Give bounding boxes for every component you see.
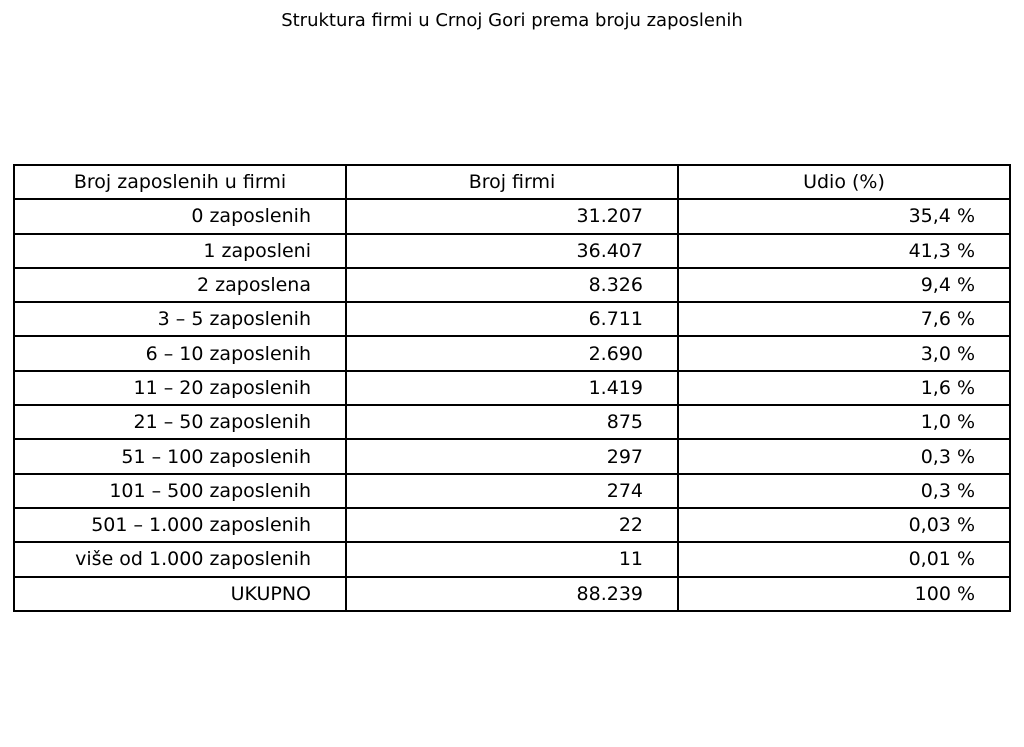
share-cell: 0,01 % — [677, 541, 1011, 578]
firm-count-cell: 875 — [345, 404, 679, 441]
employees-range-cell: više od 1.000 zaposlenih — [13, 541, 347, 578]
total-firm-count-cell: 88.239 — [345, 575, 679, 612]
share-cell: 1,0 % — [677, 404, 1011, 441]
firm-count-cell: 274 — [345, 472, 679, 509]
employees-range-cell: 0 zaposlenih — [13, 198, 347, 235]
employees-range-cell: 2 zaposlena — [13, 266, 347, 304]
firm-count-cell: 2.690 — [345, 335, 679, 372]
employees-range-cell: 6 – 10 zaposlenih — [13, 335, 347, 372]
share-cell: 1,6 % — [677, 369, 1011, 407]
share-cell: 41,3 % — [677, 232, 1011, 269]
share-cell: 35,4 % — [677, 198, 1011, 235]
table-row: 6 – 10 zaposlenih 2.690 3,0 % — [13, 335, 1011, 372]
company-size-table: Broj zaposlenih u firmi Broj firmi Udio … — [13, 163, 1011, 612]
firm-count-cell: 8.326 — [345, 266, 679, 304]
employees-range-cell: 501 – 1.000 zaposlenih — [13, 506, 347, 544]
col-header-firm-count: Broj firmi — [345, 163, 679, 201]
table-row: 1 zaposleni 36.407 41,3 % — [13, 232, 1011, 269]
table-row: 21 – 50 zaposlenih 875 1,0 % — [13, 404, 1011, 441]
share-cell: 0,3 % — [677, 438, 1011, 475]
employees-range-cell: 1 zaposleni — [13, 232, 347, 269]
employees-range-cell: 101 – 500 zaposlenih — [13, 472, 347, 509]
table-row: 3 – 5 zaposlenih 6.711 7,6 % — [13, 301, 1011, 338]
employees-range-cell: 21 – 50 zaposlenih — [13, 404, 347, 441]
share-cell: 0,3 % — [677, 472, 1011, 509]
table-row: 0 zaposlenih 31.207 35,4 % — [13, 198, 1011, 235]
col-header-employees: Broj zaposlenih u firmi — [13, 163, 347, 201]
share-cell: 0,03 % — [677, 506, 1011, 544]
firm-count-cell: 6.711 — [345, 301, 679, 338]
table-row: 501 – 1.000 zaposlenih 22 0,03 % — [13, 506, 1011, 544]
employees-range-cell: 3 – 5 zaposlenih — [13, 301, 347, 338]
firm-count-cell: 11 — [345, 541, 679, 578]
firm-count-cell: 297 — [345, 438, 679, 475]
share-cell: 9,4 % — [677, 266, 1011, 304]
firm-count-cell: 31.207 — [345, 198, 679, 235]
table-row: 101 – 500 zaposlenih 274 0,3 % — [13, 472, 1011, 509]
table-row: 2 zaposlena 8.326 9,4 % — [13, 266, 1011, 304]
employees-range-cell: 11 – 20 zaposlenih — [13, 369, 347, 407]
table-header-row: Broj zaposlenih u firmi Broj firmi Udio … — [13, 163, 1011, 201]
employees-range-cell: 51 – 100 zaposlenih — [13, 438, 347, 475]
total-label-cell: UKUPNO — [13, 575, 347, 612]
firm-count-cell: 22 — [345, 506, 679, 544]
table-row-total: UKUPNO 88.239 100 % — [13, 575, 1011, 612]
share-cell: 7,6 % — [677, 301, 1011, 338]
table-row: više od 1.000 zaposlenih 11 0,01 % — [13, 541, 1011, 578]
table-row: 51 – 100 zaposlenih 297 0,3 % — [13, 438, 1011, 475]
share-cell: 3,0 % — [677, 335, 1011, 372]
total-share-cell: 100 % — [677, 575, 1011, 612]
table-row: 11 – 20 zaposlenih 1.419 1,6 % — [13, 369, 1011, 407]
firm-count-cell: 1.419 — [345, 369, 679, 407]
page-title: Struktura firmi u Crnoj Gori prema broju… — [281, 10, 743, 31]
col-header-share: Udio (%) — [677, 163, 1011, 201]
firm-count-cell: 36.407 — [345, 232, 679, 269]
